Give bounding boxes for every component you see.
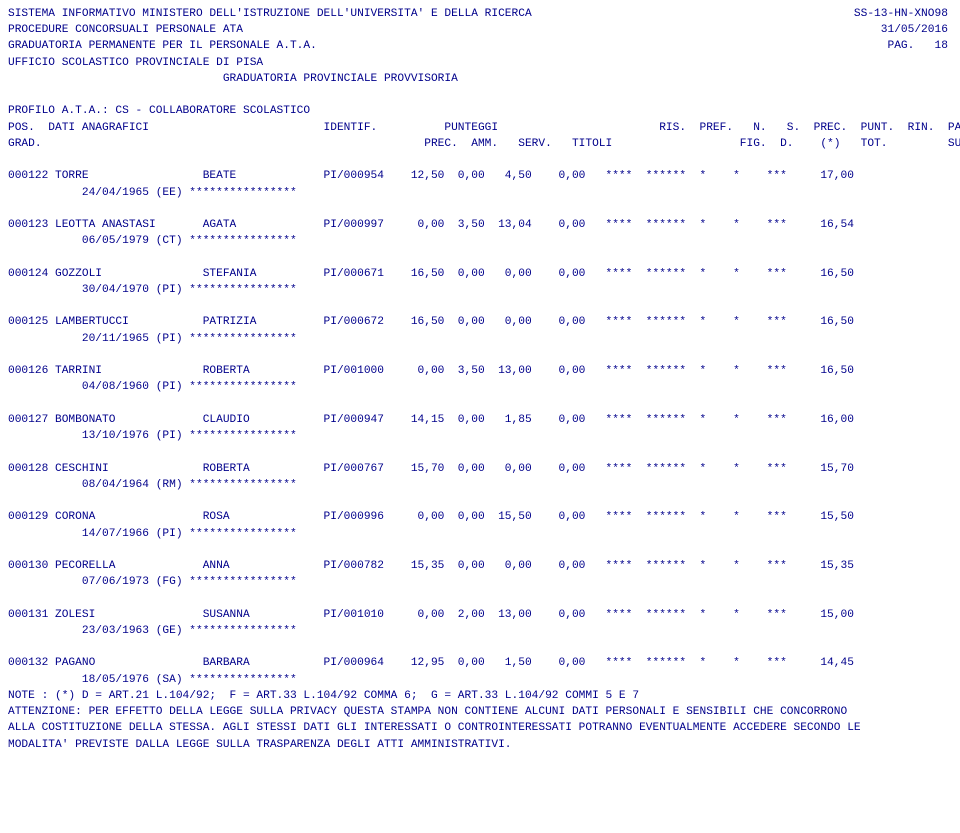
report-document: SISTEMA INFORMATIVO MINISTERO DELL'ISTRU… <box>0 0 960 759</box>
